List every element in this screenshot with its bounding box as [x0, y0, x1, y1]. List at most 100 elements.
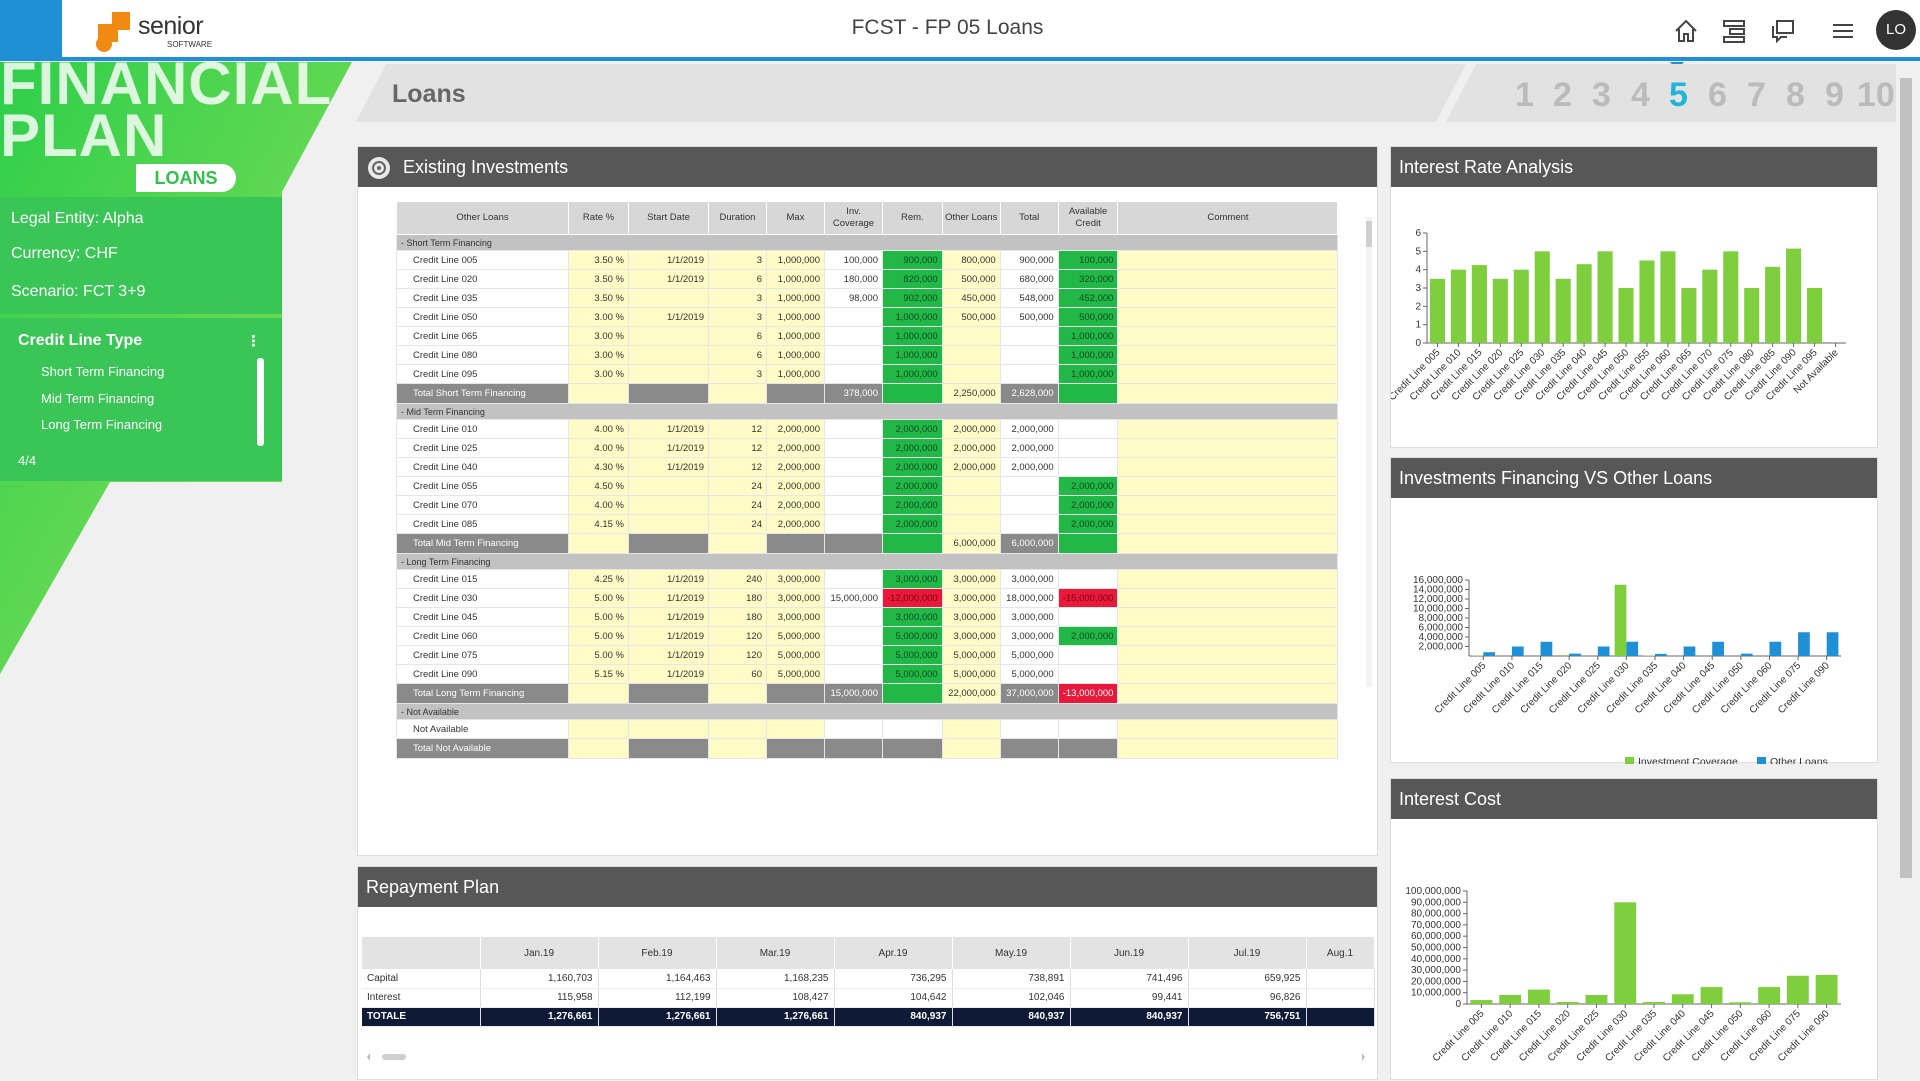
- table-cell[interactable]: 5,000,000: [942, 646, 1000, 665]
- page-link-6[interactable]: 6: [1708, 76, 1727, 115]
- table-cell[interactable]: 3.00 %: [569, 365, 629, 384]
- column-header[interactable]: Available Credit: [1058, 202, 1118, 235]
- table-cell[interactable]: 680,000: [1000, 270, 1058, 289]
- table-cell[interactable]: 24: [709, 477, 767, 496]
- table-cell[interactable]: 3,000,000: [767, 608, 825, 627]
- table-cell[interactable]: [825, 439, 883, 458]
- table-cell[interactable]: [825, 365, 883, 384]
- table-cell[interactable]: [942, 365, 1000, 384]
- table-cell[interactable]: 5,000,000: [767, 627, 825, 646]
- table-cell[interactable]: [825, 570, 883, 589]
- column-header[interactable]: Other Loans: [942, 202, 1000, 235]
- table-cell[interactable]: 1/1/2019: [629, 251, 709, 270]
- table-cell[interactable]: [825, 608, 883, 627]
- table-cell[interactable]: 2,000,000: [767, 458, 825, 477]
- table-cell[interactable]: 2,000,000: [767, 477, 825, 496]
- table-cell[interactable]: 2,000,000: [767, 420, 825, 439]
- table-cell[interactable]: 320,000: [1058, 270, 1118, 289]
- table-cell[interactable]: 3,000,000: [1000, 627, 1058, 646]
- section-label[interactable]: - Short Term Financing: [397, 235, 1338, 251]
- table-cell[interactable]: 900,000: [1000, 251, 1058, 270]
- table-cell[interactable]: 1,000,000: [767, 327, 825, 346]
- table-cell[interactable]: 4.00 %: [569, 420, 629, 439]
- table-cell[interactable]: [1118, 270, 1338, 289]
- table-cell[interactable]: 1,000,000: [883, 346, 943, 365]
- table-cell[interactable]: [1058, 720, 1118, 739]
- table-cell[interactable]: 4.00 %: [569, 439, 629, 458]
- table-cell[interactable]: 1,000,000: [1058, 327, 1118, 346]
- table-cell[interactable]: [942, 496, 1000, 515]
- repayment-horizontal-scrollbar[interactable]: [366, 1051, 1366, 1063]
- table-cell[interactable]: [1058, 439, 1118, 458]
- table-cell[interactable]: 4.00 %: [569, 496, 629, 515]
- table-cell[interactable]: 3,000,000: [942, 589, 1000, 608]
- table-cell[interactable]: [883, 720, 943, 739]
- page-link-3[interactable]: 3: [1592, 76, 1611, 115]
- table-cell[interactable]: 1/1/2019: [629, 308, 709, 327]
- table-cell[interactable]: [1118, 665, 1338, 684]
- table-cell[interactable]: 3,000,000: [942, 627, 1000, 646]
- table-cell[interactable]: 18,000,000: [1000, 589, 1058, 608]
- column-header[interactable]: Rate %: [569, 202, 629, 235]
- table-cell[interactable]: [1118, 570, 1338, 589]
- page-link-7[interactable]: 7: [1747, 76, 1766, 115]
- table-cell[interactable]: 5,000,000: [942, 665, 1000, 684]
- table-cell[interactable]: 5,000,000: [1000, 646, 1058, 665]
- table-cell[interactable]: 1/1/2019: [629, 608, 709, 627]
- table-cell[interactable]: 3,000,000: [883, 570, 943, 589]
- section-label[interactable]: - Mid Term Financing: [397, 404, 1338, 420]
- table-cell[interactable]: 5,000,000: [883, 627, 943, 646]
- table-cell[interactable]: [942, 327, 1000, 346]
- table-cell[interactable]: [825, 420, 883, 439]
- table-cell[interactable]: 2,000,000: [883, 458, 943, 477]
- table-cell[interactable]: [1058, 608, 1118, 627]
- table-cell[interactable]: 5,000,000: [767, 646, 825, 665]
- table-cell[interactable]: [1118, 439, 1338, 458]
- section-row[interactable]: - Not Available: [397, 704, 1338, 720]
- table-cell[interactable]: 1,000,000: [767, 308, 825, 327]
- table-cell[interactable]: [767, 720, 825, 739]
- table-cell[interactable]: 5,000,000: [767, 665, 825, 684]
- table-cell[interactable]: 3.00 %: [569, 308, 629, 327]
- table-cell[interactable]: 2,000,000: [1058, 515, 1118, 534]
- table-cell[interactable]: 3: [709, 289, 767, 308]
- table-cell[interactable]: 1,000,000: [767, 289, 825, 308]
- table-cell[interactable]: 2,000,000: [1058, 627, 1118, 646]
- table-cell[interactable]: 2,000,000: [942, 439, 1000, 458]
- table-cell[interactable]: [1118, 496, 1338, 515]
- table-cell[interactable]: [825, 346, 883, 365]
- table-cell[interactable]: [709, 720, 767, 739]
- column-header[interactable]: Other Loans: [397, 202, 569, 235]
- table-cell[interactable]: 12: [709, 458, 767, 477]
- table-cell[interactable]: 500,000: [1000, 308, 1058, 327]
- table-cell[interactable]: 2,000,000: [883, 420, 943, 439]
- table-cell[interactable]: 98,000: [825, 289, 883, 308]
- table-cell[interactable]: 5.15 %: [569, 665, 629, 684]
- column-header[interactable]: Inv. Coverage: [825, 202, 883, 235]
- table-cell[interactable]: 2,000,000: [883, 496, 943, 515]
- table-cell[interactable]: 6: [709, 327, 767, 346]
- table-cell[interactable]: [1118, 627, 1338, 646]
- column-header[interactable]: Comment: [1118, 202, 1338, 235]
- table-cell[interactable]: 1,000,000: [767, 251, 825, 270]
- table-cell[interactable]: [629, 720, 709, 739]
- table-cell[interactable]: [1118, 308, 1338, 327]
- table-cell[interactable]: [942, 720, 1000, 739]
- table-cell[interactable]: 5,000,000: [883, 665, 943, 684]
- table-cell[interactable]: 2,000,000: [767, 515, 825, 534]
- credit-item-short-term[interactable]: Short Term Financing: [41, 364, 164, 379]
- table-cell[interactable]: [825, 308, 883, 327]
- section-label[interactable]: - Long Term Financing: [397, 554, 1338, 570]
- table-cell[interactable]: 1/1/2019: [629, 439, 709, 458]
- table-cell[interactable]: 5.00 %: [569, 589, 629, 608]
- table-cell[interactable]: [629, 496, 709, 515]
- table-cell[interactable]: 4.25 %: [569, 570, 629, 589]
- credit-item-mid-term[interactable]: Mid Term Financing: [41, 391, 154, 406]
- table-cell[interactable]: 800,000: [942, 251, 1000, 270]
- table-cell[interactable]: 500,000: [942, 270, 1000, 289]
- table-cell[interactable]: 2,000,000: [942, 458, 1000, 477]
- table-cell[interactable]: 2,000,000: [883, 439, 943, 458]
- table-cell[interactable]: 2,000,000: [1000, 439, 1058, 458]
- section-row[interactable]: - Short Term Financing: [397, 235, 1338, 251]
- table-cell[interactable]: [629, 289, 709, 308]
